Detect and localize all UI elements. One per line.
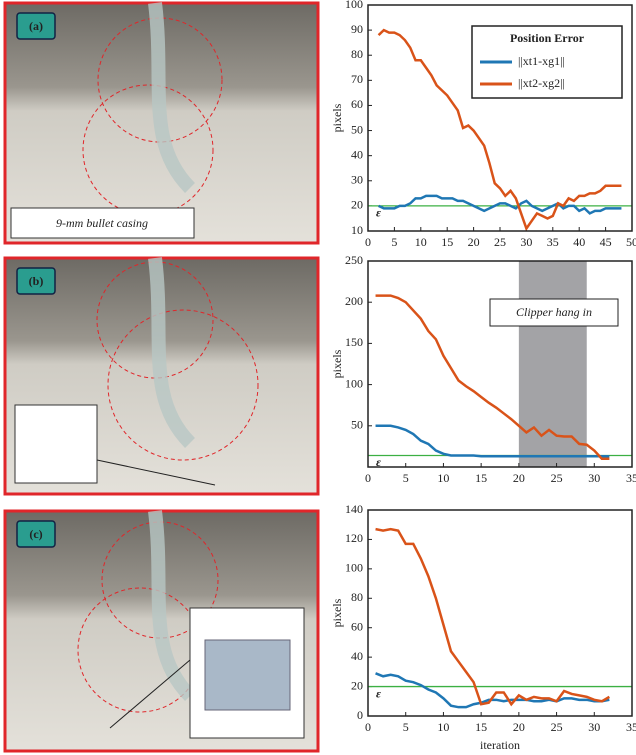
x-tick-label: 20 — [468, 235, 480, 249]
x-tick-label: 40 — [573, 235, 585, 249]
shaded-region — [519, 261, 587, 467]
y-tick-label: 40 — [351, 649, 363, 663]
y-tick-label: 20 — [351, 198, 363, 212]
x-tick-label: 35 — [626, 720, 636, 734]
x-tick-label: 5 — [403, 471, 409, 485]
x-tick-label: 25 — [494, 235, 506, 249]
y-axis-label: pixels — [330, 349, 344, 378]
y-tick-label: 100 — [345, 376, 363, 390]
panel-label: (c) — [29, 527, 42, 541]
y-tick-label: 80 — [351, 47, 363, 61]
y-tick-label: 200 — [345, 294, 363, 308]
x-tick-label: 20 — [513, 720, 525, 734]
plot-area — [368, 510, 632, 716]
panel-label: (b) — [29, 274, 44, 288]
x-tick-label: 5 — [391, 235, 397, 249]
y-tick-label: 100 — [345, 0, 363, 11]
x-tick-label: 50 — [626, 235, 636, 249]
panel-label: (a) — [29, 19, 43, 33]
x-tick-label: 30 — [588, 471, 600, 485]
y-tick-label: 60 — [351, 619, 363, 633]
y-tick-label: 150 — [345, 335, 363, 349]
x-tick-label: 25 — [551, 720, 563, 734]
x-tick-label: 10 — [437, 720, 449, 734]
x-tick-label: 15 — [441, 235, 453, 249]
y-tick-label: 120 — [345, 531, 363, 545]
y-tick-label: 50 — [351, 418, 363, 432]
y-tick-label: 60 — [351, 97, 363, 111]
y-tick-label: 80 — [351, 590, 363, 604]
legend-entry: ||xt1-xg1|| — [518, 54, 565, 68]
x-tick-label: 20 — [513, 471, 525, 485]
threshold-label: ε — [376, 686, 381, 700]
x-tick-label: 45 — [600, 235, 612, 249]
x-tick-label: 35 — [626, 471, 636, 485]
x-tick-label: 10 — [437, 471, 449, 485]
inset-object — [205, 640, 290, 710]
y-tick-label: 20 — [351, 678, 363, 692]
x-tick-label: 0 — [365, 235, 371, 249]
x-tick-label: 5 — [403, 720, 409, 734]
y-axis-label: pixels — [330, 103, 344, 132]
x-tick-label: 25 — [551, 471, 563, 485]
x-tick-label: 35 — [547, 235, 559, 249]
y-axis-label: pixels — [330, 598, 344, 627]
plot-area — [368, 261, 632, 467]
legend-entry: ||xt2-xg2|| — [518, 76, 565, 90]
x-tick-label: 0 — [365, 471, 371, 485]
x-axis-label: iteration — [480, 738, 520, 752]
y-tick-label: 250 — [345, 253, 363, 267]
y-tick-label: 70 — [351, 72, 363, 86]
y-tick-label: 50 — [351, 122, 363, 136]
x-tick-label: 15 — [475, 720, 487, 734]
y-tick-label: 0 — [357, 708, 363, 722]
x-tick-label: 0 — [365, 720, 371, 734]
figure: (a)9-mm bullet casing(b)(c) 102030405060… — [0, 0, 636, 755]
inset — [15, 405, 97, 483]
y-tick-label: 40 — [351, 147, 363, 161]
y-tick-label: 100 — [345, 561, 363, 575]
x-tick-label: 30 — [588, 720, 600, 734]
x-tick-label: 15 — [475, 471, 487, 485]
x-tick-label: 10 — [415, 235, 427, 249]
y-tick-label: 10 — [351, 223, 363, 237]
photo-panels: (a) 9-mm bullet casing (b) (c) — [5, 3, 318, 751]
legend-title: Position Error — [510, 31, 585, 45]
y-tick-label: 30 — [351, 173, 363, 187]
y-tick-label: 140 — [345, 502, 363, 516]
caption: 9-mm bullet casing — [56, 216, 148, 230]
y-tick-label: 90 — [351, 22, 363, 36]
annotation: Clipper hang in — [516, 305, 592, 319]
x-tick-label: 30 — [520, 235, 532, 249]
